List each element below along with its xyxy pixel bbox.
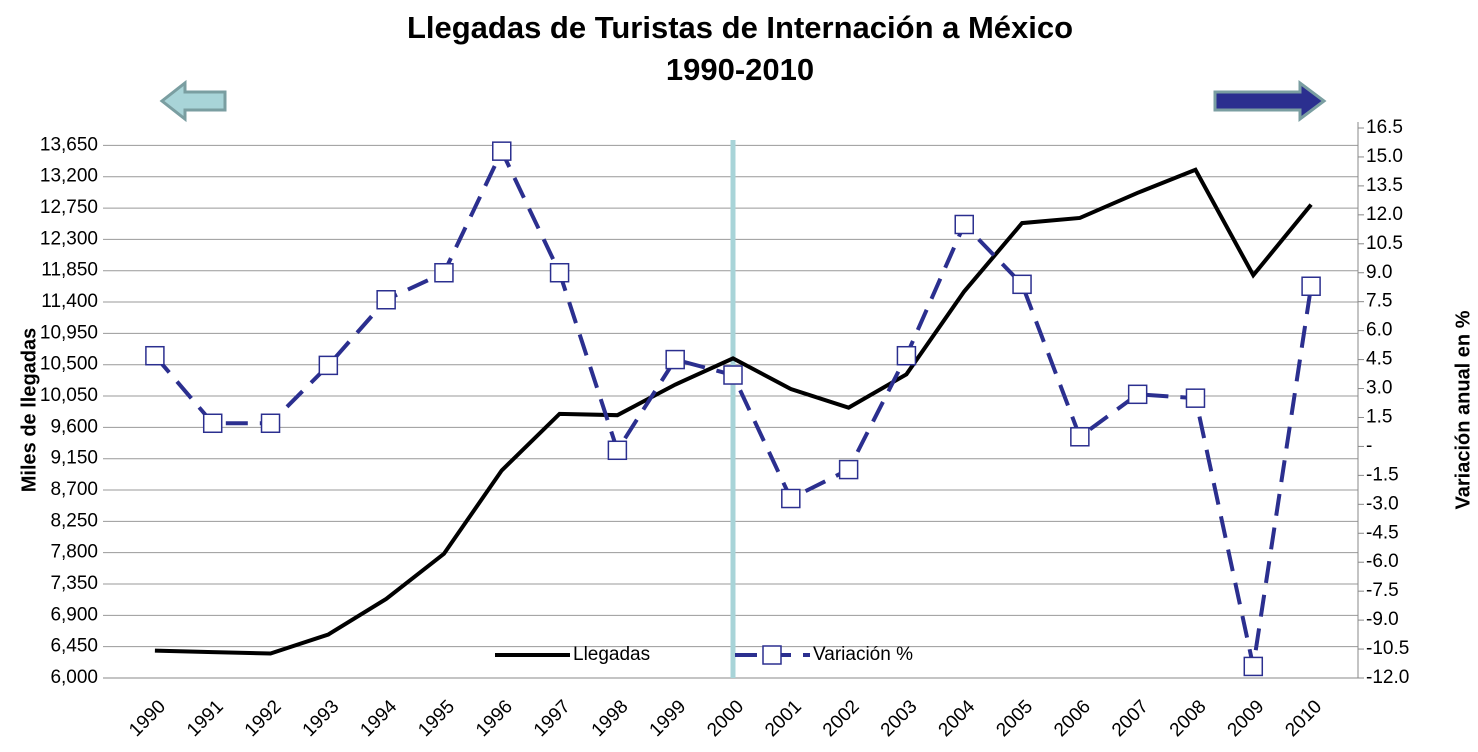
- series-marker: [1012, 274, 1032, 295]
- y2-tick-label: -3.0: [1366, 493, 1399, 514]
- y-tick-label: 13,200: [40, 166, 98, 187]
- y-tick-label: 11,400: [41, 291, 98, 312]
- y-tick-label: 7,350: [50, 573, 98, 594]
- x-tick-label: 1993: [299, 696, 344, 741]
- x-tick-label: 1992: [241, 696, 286, 741]
- x-tick-label: 2007: [1108, 696, 1153, 741]
- legend-marker: [762, 645, 782, 665]
- x-tick-label: 2005: [992, 696, 1037, 741]
- y2-tick-label: 16.5: [1366, 117, 1403, 138]
- y-axis-title: Miles de llegadas: [18, 328, 40, 493]
- y-tick-label: 6,000: [50, 667, 98, 688]
- series-marker: [607, 440, 628, 461]
- y-tick-label: 11,850: [41, 260, 98, 281]
- y-tick-label: 10,950: [40, 322, 98, 343]
- y2-tick-label: -1.5: [1366, 464, 1399, 485]
- series-marker: [838, 459, 859, 480]
- y-tick-label: 9,600: [50, 416, 98, 437]
- series-marker: [1243, 656, 1264, 677]
- series-marker: [1070, 427, 1090, 447]
- series-marker: [549, 262, 570, 283]
- series-marker: [665, 349, 685, 370]
- y-tick-label: 12,750: [40, 197, 98, 218]
- series-marker: [896, 345, 917, 366]
- left-arrow: [159, 79, 227, 123]
- series-marker: [434, 262, 454, 283]
- x-tick-label: 2000: [703, 696, 748, 741]
- y2-tick-label: -12.0: [1366, 667, 1409, 688]
- x-tick-label: 1994: [356, 696, 401, 741]
- series-marker: [1127, 384, 1148, 405]
- y-tick-label: 7,800: [50, 542, 98, 563]
- y2-tick-label: 12.0: [1366, 204, 1403, 225]
- right-arrow: [1213, 80, 1327, 122]
- y2-tick-label: -7.5: [1366, 580, 1399, 601]
- y2-tick-label: 6.0: [1366, 320, 1392, 341]
- series-marker: [145, 345, 165, 366]
- series-line: [154, 167, 1313, 656]
- chart-title: Llegadas de Turistas de Internación a Mé…: [407, 10, 1073, 45]
- x-tick-label: 2001: [761, 696, 806, 741]
- y2-tick-label: 13.5: [1366, 175, 1403, 196]
- y-tick-label: 6,450: [50, 636, 98, 657]
- y-tick-label: 8,250: [50, 510, 98, 531]
- x-tick-label: 2003: [877, 696, 922, 741]
- x-tick-label: 2002: [819, 696, 864, 741]
- x-tick-label: 1996: [472, 696, 517, 741]
- x-tick-label: 1997: [530, 696, 575, 741]
- series-marker: [376, 290, 396, 310]
- y2-tick-label: -4.5: [1366, 522, 1399, 543]
- series-marker: [1185, 388, 1206, 408]
- y-tick-label: 12,300: [40, 228, 98, 249]
- x-tick-label: 1999: [646, 696, 691, 741]
- x-tick-label: 2010: [1281, 696, 1326, 741]
- series-marker: [492, 141, 512, 161]
- y2-tick-label: -: [1366, 435, 1372, 456]
- series-marker: [954, 214, 974, 235]
- series-marker: [1301, 276, 1321, 296]
- y2-tick-label: 1.5: [1366, 406, 1392, 427]
- legend-label: Variación %: [813, 644, 913, 665]
- series-marker: [723, 365, 743, 385]
- series-marker: [318, 355, 339, 376]
- y2-tick-label: -9.0: [1366, 609, 1399, 630]
- x-tick-label: 2009: [1224, 696, 1269, 741]
- chart-subtitle: 1990-2010: [666, 52, 814, 87]
- x-tick-label: 1998: [588, 696, 633, 741]
- series-marker: [781, 488, 801, 509]
- series-marker: [202, 413, 223, 434]
- y-tick-label: 10,050: [40, 385, 98, 406]
- y2-tick-label: 3.0: [1366, 378, 1392, 399]
- x-tick-label: 2006: [1050, 696, 1095, 741]
- x-tick-label: 1990: [125, 696, 170, 741]
- y2-tick-label: 7.5: [1366, 291, 1392, 312]
- y2-tick-label: -6.0: [1366, 551, 1399, 572]
- x-tick-label: 2008: [1166, 696, 1211, 741]
- legend-label: Llegadas: [573, 644, 650, 665]
- y2-tick-label: -10.5: [1366, 638, 1409, 659]
- y2-tick-label: 9.0: [1366, 262, 1392, 283]
- y2-axis-title: Variación anual en %: [1452, 310, 1474, 509]
- x-tick-label: 1991: [183, 696, 228, 741]
- y2-tick-label: 10.5: [1366, 233, 1403, 254]
- y-tick-label: 6,900: [50, 604, 98, 625]
- y-tick-label: 13,650: [40, 134, 98, 155]
- x-tick-label: 2004: [935, 696, 980, 741]
- y-tick-label: 9,150: [50, 448, 98, 469]
- y2-tick-label: 4.5: [1366, 349, 1392, 370]
- y2-tick-label: 15.0: [1366, 146, 1403, 167]
- y-tick-label: 10,500: [40, 354, 98, 375]
- y-tick-label: 8,700: [50, 479, 98, 500]
- x-tick-label: 1995: [414, 696, 459, 741]
- series-marker: [260, 413, 281, 434]
